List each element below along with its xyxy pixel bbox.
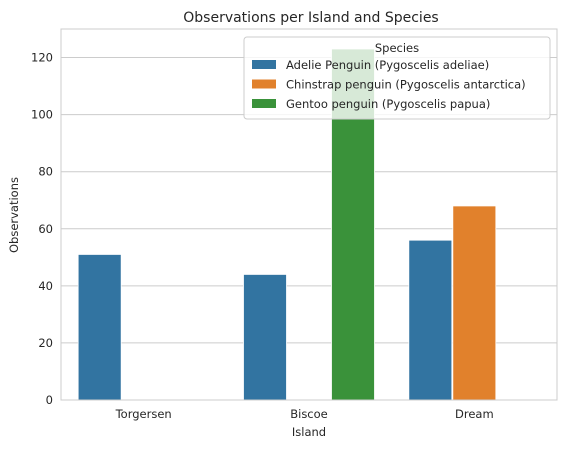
x-tick-label: Torgersen — [115, 407, 172, 421]
bar-dream-series-2 — [452, 205, 497, 401]
legend-swatch — [252, 99, 276, 108]
x-tick-labels: Torgersen Biscoe Dream — [115, 407, 494, 421]
legend-swatch — [252, 79, 276, 89]
legend-title: Species — [375, 41, 419, 55]
chart-title: Observations per Island and Species — [183, 10, 438, 26]
bar-torgersen-series-1 — [77, 254, 122, 401]
legend-entry: Chinstrap penguin (Pygoscelis antarctica… — [286, 78, 526, 92]
legend: Species Adelie Penguin (Pygoscelis adeli… — [243, 36, 551, 120]
y-tick-label: 40 — [38, 279, 53, 293]
y-tick-label: 20 — [38, 336, 53, 350]
y-tick-label: 100 — [31, 108, 53, 122]
legend-swatch — [252, 60, 276, 69]
x-tick-label: Dream — [455, 407, 494, 421]
y-tick-labels: 0 20 40 60 80 100 120 — [31, 51, 53, 407]
y-tick-label: 0 — [46, 393, 53, 407]
x-axis-label: Island — [292, 425, 326, 439]
legend-entry: Gentoo penguin (Pygoscelis papua) — [286, 97, 490, 111]
y-tick-label: 120 — [31, 51, 53, 65]
y-axis-label: Observations — [7, 177, 21, 253]
x-tick-label: Biscoe — [290, 407, 328, 421]
legend-entry: Adelie Penguin (Pygoscelis adeliae) — [286, 58, 489, 72]
y-tick-label: 80 — [38, 165, 53, 179]
y-tick-label: 60 — [38, 222, 53, 236]
plot-frame — [60, 28, 558, 401]
bar-dream-series-1 — [408, 239, 453, 401]
bar-biscoe-series-1 — [243, 274, 287, 401]
legend-box — [243, 36, 551, 120]
